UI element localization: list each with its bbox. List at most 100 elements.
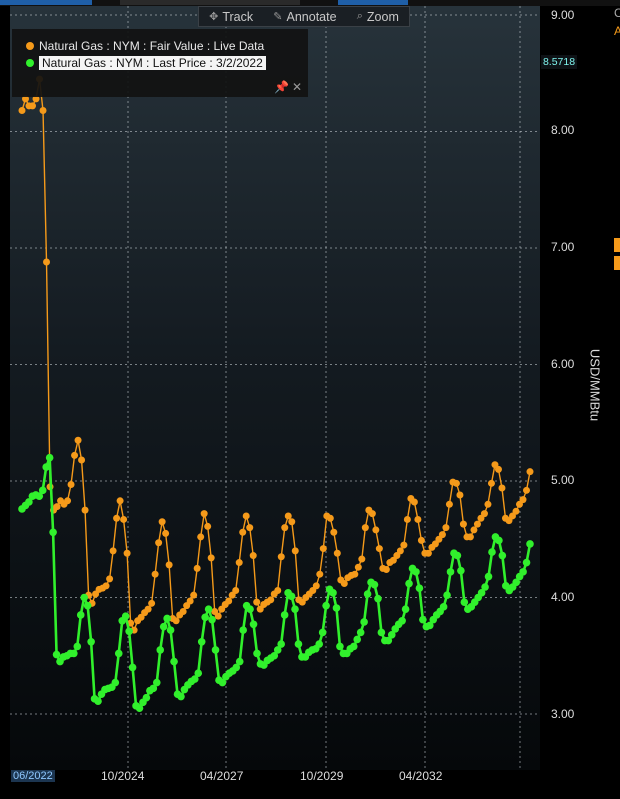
- last-price-point: [291, 605, 299, 613]
- fair-value-point: [480, 510, 488, 518]
- last-price-point: [356, 628, 365, 637]
- top-tab[interactable]: [200, 0, 300, 5]
- zoom-icon: ⌕: [356, 10, 363, 22]
- fair-value-point: [277, 553, 285, 561]
- fair-value-point: [340, 580, 348, 588]
- fair-value-point: [274, 587, 282, 595]
- fair-value-point: [466, 533, 474, 541]
- plot-area[interactable]: [10, 6, 540, 770]
- last-price-point: [481, 583, 489, 591]
- last-price-point: [83, 601, 92, 610]
- zoom-button[interactable]: ⌕ Zoom: [357, 10, 399, 24]
- last-price-point: [419, 615, 427, 624]
- last-price-point: [170, 657, 178, 666]
- fair-value-point: [71, 451, 79, 459]
- y-tick-label: 6.00: [551, 357, 575, 371]
- fair-value-point: [179, 607, 187, 615]
- fair-value-point: [148, 599, 156, 607]
- top-tab[interactable]: [120, 0, 200, 5]
- last-price-point: [401, 605, 410, 613]
- fair-value-point: [459, 520, 467, 528]
- fair-value-point: [109, 547, 117, 555]
- last-price-point: [360, 618, 368, 626]
- fair-value-point: [253, 598, 261, 606]
- fair-value-point: [400, 541, 408, 549]
- fair-value-point: [456, 491, 464, 499]
- last-price-point: [446, 568, 455, 576]
- fair-value-point: [225, 597, 233, 605]
- fair-value-point: [312, 582, 320, 590]
- last-price-point: [142, 693, 151, 702]
- legend-item-fair-value[interactable]: Natural Gas : NYM : Fair Value : Live Da…: [26, 39, 264, 53]
- close-icon[interactable]: ✕: [292, 80, 303, 94]
- pin-icon[interactable]: 📌: [274, 80, 289, 94]
- last-price-point: [111, 678, 120, 687]
- last-price-point: [477, 589, 486, 597]
- fair-value-point: [207, 554, 215, 562]
- last-price-point: [353, 635, 362, 644]
- fair-value-point: [484, 500, 492, 508]
- last-price-point: [363, 590, 372, 598]
- fair-value-point: [523, 486, 530, 494]
- fair-value-point: [319, 545, 327, 553]
- fair-value-point: [354, 563, 362, 571]
- annotate-button[interactable]: ✎ Annotate: [273, 10, 336, 24]
- last-price-point: [280, 611, 289, 619]
- last-price-point: [484, 572, 493, 581]
- fair-value-point: [396, 547, 404, 555]
- legend-item-last-price[interactable]: Natural Gas : NYM : Last Price : 3/2/202…: [26, 56, 266, 70]
- last-price-point: [405, 579, 413, 588]
- fair-value-point: [414, 515, 422, 523]
- sidebar-text: C: [614, 6, 620, 20]
- fair-value-point: [186, 597, 194, 605]
- fair-value-point: [445, 500, 453, 508]
- fair-value-point: [214, 612, 222, 620]
- fair-value-point: [330, 528, 338, 536]
- last-price-point: [149, 684, 158, 693]
- last-price-point: [49, 528, 57, 537]
- last-price-point: [38, 486, 47, 495]
- last-price-point: [125, 627, 133, 636]
- last-price-point: [218, 678, 227, 687]
- fair-value-point: [316, 570, 324, 578]
- x-tick-label: 04/2027: [200, 769, 244, 783]
- last-price-point: [349, 642, 358, 651]
- fair-value-point: [372, 526, 380, 534]
- last-price-point: [135, 704, 144, 712]
- x-range-start[interactable]: 06/2022: [11, 770, 55, 782]
- last-price-point: [25, 498, 33, 506]
- top-tab-active[interactable]: [0, 0, 92, 5]
- last-price-point: [177, 692, 185, 701]
- last-price-point: [87, 637, 95, 646]
- fair-value-point: [32, 95, 40, 103]
- y-tick-label: 4.00: [551, 590, 575, 604]
- fair-value-point: [81, 506, 89, 514]
- last-price-point: [235, 657, 244, 666]
- last-price-point: [277, 640, 285, 648]
- last-price-point: [159, 622, 168, 631]
- y-tick-label: 3.00: [551, 707, 575, 721]
- last-price-point: [322, 601, 330, 610]
- fair-value-point: [403, 515, 411, 523]
- sidebar-fragment: [614, 238, 620, 252]
- top-tab-active[interactable]: [338, 0, 408, 5]
- last-price-point: [522, 558, 531, 567]
- track-button[interactable]: ✥ Track: [209, 10, 253, 24]
- last-price-point: [457, 566, 465, 575]
- fair-value-point: [361, 524, 369, 532]
- fair-value-point: [22, 95, 29, 103]
- fair-value-point: [351, 570, 359, 578]
- legend-label-last-price: Natural Gas : NYM : Last Price : 3/2/202…: [39, 56, 266, 70]
- last-price-point: [425, 621, 434, 630]
- last-price-point: [315, 640, 324, 648]
- last-price-point: [152, 678, 161, 687]
- green-dot-icon: [26, 59, 34, 67]
- last-price-point: [204, 605, 213, 613]
- fair-value-point: [67, 481, 75, 488]
- fair-value-point: [172, 617, 180, 625]
- last-price-point: [453, 551, 462, 560]
- fair-value-point: [473, 520, 481, 528]
- last-price-point: [336, 642, 344, 651]
- zoom-label: Zoom: [366, 9, 399, 24]
- fair-value-point: [487, 479, 495, 487]
